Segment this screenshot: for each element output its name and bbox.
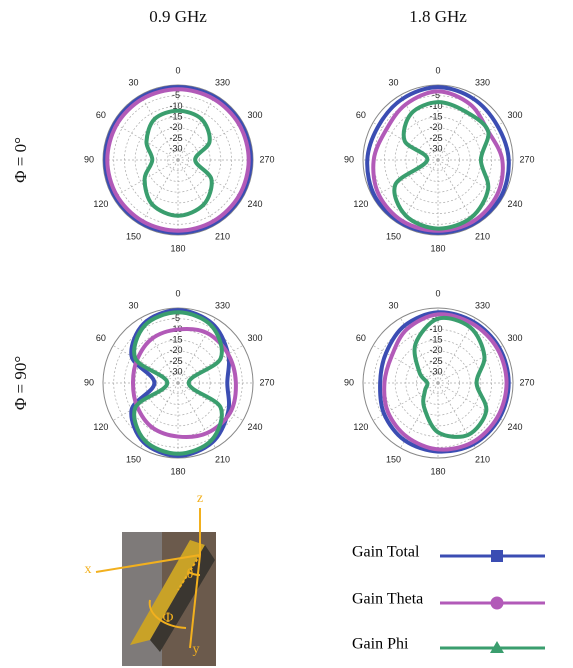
angular-tick-label: 300 xyxy=(508,110,523,120)
radial-tick-label: -25 xyxy=(169,356,182,366)
angular-tick-label: 60 xyxy=(96,333,106,343)
angular-tick-label: 150 xyxy=(126,231,141,241)
angular-tick-label: 0 xyxy=(435,65,440,75)
figure: 0.9 GHz 1.8 GHz Φ = 0° Φ = 90° z x y θ Φ… xyxy=(0,0,573,668)
angular-tick-label: 270 xyxy=(259,377,274,387)
polar-chart: -30-25-20-15-10-503060901201501802102402… xyxy=(344,288,535,476)
angular-tick-label: 90 xyxy=(84,377,94,387)
polar-chart: -30-25-20-15-10-503060901201501802102402… xyxy=(344,65,535,253)
angular-tick-label: 240 xyxy=(508,422,523,432)
angle-label: Φ xyxy=(163,610,174,626)
angular-tick-label: 270 xyxy=(519,154,534,164)
legend-label: Gain Total xyxy=(352,544,420,561)
antenna-photo: z x y θ Φ xyxy=(85,491,217,666)
angular-tick-label: 180 xyxy=(170,466,185,476)
radial-tick-label: -15 xyxy=(429,112,442,122)
axis-label: y xyxy=(193,642,200,657)
radial-tick-label: -25 xyxy=(429,356,442,366)
angular-tick-label: 0 xyxy=(175,288,180,298)
radial-tick-label: -20 xyxy=(429,122,442,132)
angle-label: θ xyxy=(187,567,194,582)
radial-tick-label: -25 xyxy=(429,133,442,143)
legend-marker xyxy=(491,597,504,610)
angular-tick-label: 270 xyxy=(259,154,274,164)
legend-label: Gain Phi xyxy=(352,636,409,653)
angular-tick-label: 60 xyxy=(356,333,366,343)
angular-tick-label: 0 xyxy=(175,65,180,75)
axis-label: z xyxy=(197,491,203,506)
angular-tick-label: 240 xyxy=(248,199,263,209)
angular-grid xyxy=(113,383,178,421)
angular-tick-label: 210 xyxy=(475,231,490,241)
radial-tick-label: -10 xyxy=(429,324,442,334)
angular-tick-label: 0 xyxy=(435,288,440,298)
radial-tick-label: -20 xyxy=(429,345,442,355)
series-line xyxy=(384,314,506,449)
polar-chart: -30-25-20-15-10-503060901201501802102402… xyxy=(84,65,275,253)
radial-tick-label: -5 xyxy=(172,90,180,100)
angular-tick-label: 120 xyxy=(93,199,108,209)
column-title: 0.9 GHz xyxy=(149,7,207,26)
angular-tick-label: 300 xyxy=(248,333,263,343)
angular-tick-label: 30 xyxy=(388,300,398,310)
angular-tick-label: 60 xyxy=(96,110,106,120)
angular-grid xyxy=(438,160,476,225)
angular-grid xyxy=(438,160,503,198)
angular-tick-label: 240 xyxy=(508,199,523,209)
angular-tick-label: 270 xyxy=(519,377,534,387)
radial-tick-label: -20 xyxy=(169,122,182,132)
axis-label: x xyxy=(85,562,92,577)
angular-tick-label: 330 xyxy=(475,77,490,87)
angular-tick-label: 180 xyxy=(170,243,185,253)
radial-tick-label: -20 xyxy=(169,345,182,355)
row-title: Φ = 0° xyxy=(11,137,30,183)
legend-marker xyxy=(491,550,503,562)
angular-grid xyxy=(178,95,216,160)
angular-tick-label: 150 xyxy=(386,231,401,241)
angular-tick-label: 180 xyxy=(430,466,445,476)
angular-tick-label: 300 xyxy=(248,110,263,120)
column-title: 1.8 GHz xyxy=(409,7,467,26)
angular-tick-label: 180 xyxy=(430,243,445,253)
angular-grid xyxy=(438,383,503,421)
angular-tick-label: 300 xyxy=(508,333,523,343)
angular-tick-label: 240 xyxy=(248,422,263,432)
angular-tick-label: 210 xyxy=(215,231,230,241)
angular-grid xyxy=(373,160,438,198)
legend: Gain Total Gain Theta Gain Phi xyxy=(352,544,545,653)
angular-tick-label: 30 xyxy=(388,77,398,87)
angular-tick-label: 330 xyxy=(215,77,230,87)
angular-grid xyxy=(113,346,178,384)
angular-grid xyxy=(438,346,503,384)
legend-label: Gain Theta xyxy=(352,591,423,608)
angular-tick-label: 330 xyxy=(215,300,230,310)
angular-tick-label: 120 xyxy=(353,422,368,432)
angular-tick-label: 330 xyxy=(475,300,490,310)
radial-tick-label: -25 xyxy=(169,133,182,143)
angular-tick-label: 150 xyxy=(126,454,141,464)
radial-tick-label: -15 xyxy=(429,335,442,345)
angular-tick-label: 90 xyxy=(84,154,94,164)
radial-tick-label: -5 xyxy=(172,313,180,323)
angular-tick-label: 210 xyxy=(475,454,490,464)
angular-tick-label: 120 xyxy=(93,422,108,432)
angular-tick-label: 210 xyxy=(215,454,230,464)
angular-tick-label: 120 xyxy=(353,199,368,209)
row-title: Φ = 90° xyxy=(11,356,30,410)
angular-tick-label: 30 xyxy=(128,300,138,310)
angular-tick-label: 60 xyxy=(356,110,366,120)
angular-tick-label: 30 xyxy=(128,77,138,87)
angular-tick-label: 90 xyxy=(344,154,354,164)
angular-tick-label: 150 xyxy=(386,454,401,464)
series-line xyxy=(415,318,487,437)
polar-chart: -30-25-20-15-10-503060901201501802102402… xyxy=(84,288,275,476)
angular-tick-label: 90 xyxy=(344,377,354,387)
radial-tick-label: -15 xyxy=(169,335,182,345)
